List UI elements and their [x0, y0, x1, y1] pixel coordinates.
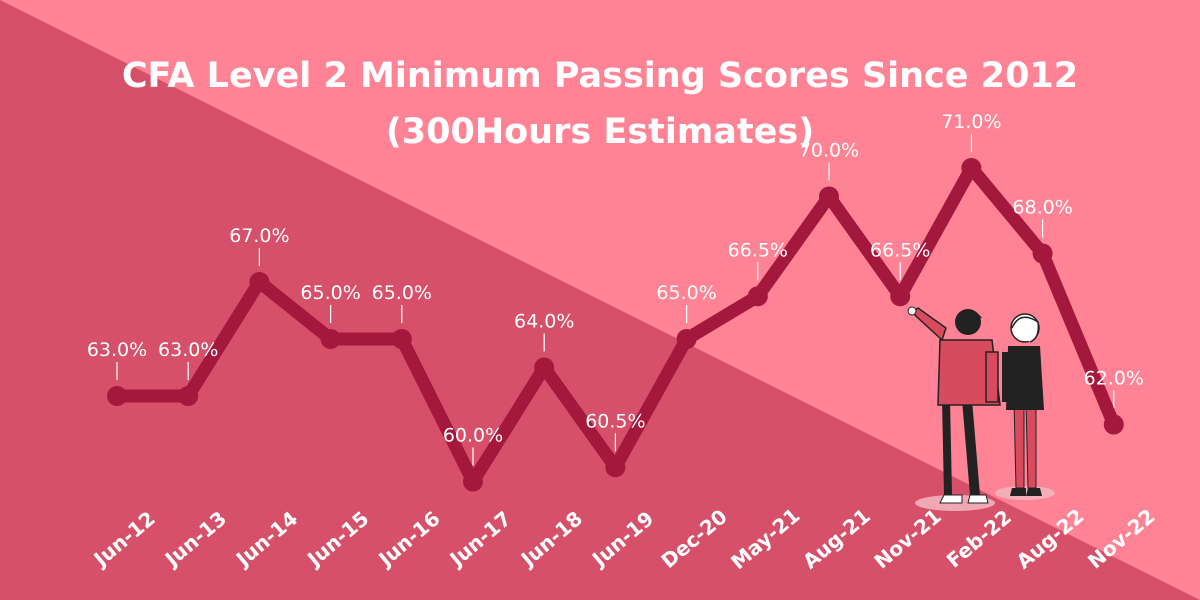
x-tick-label: Aug-21: [798, 504, 875, 574]
data-label: 63.0%: [87, 339, 147, 361]
x-tick-label: Aug-22: [1012, 504, 1089, 574]
data-label: 65.0%: [656, 282, 716, 304]
data-label: 64.0%: [514, 311, 574, 333]
data-point-dec-20: [676, 329, 697, 349]
data-point-nov-21: [890, 286, 911, 307]
x-tick-label: Jun-18: [515, 506, 587, 572]
data-point-may-21: [747, 286, 768, 307]
data-label: 62.0%: [1084, 368, 1144, 390]
data-point-feb-22: [961, 158, 982, 178]
x-tick-label: Jun-12: [88, 506, 160, 572]
two-people-pointing-illustration: [907, 306, 1055, 511]
x-tick-label: Jun-19: [586, 506, 658, 572]
x-tick-label: Jun-15: [301, 506, 373, 572]
chart-subtitle: (300Hours Estimates): [385, 112, 815, 152]
data-label: 71.0%: [941, 111, 1001, 133]
data-point-nov-22: [1103, 414, 1124, 435]
data-point-jun-17: [463, 471, 483, 492]
x-tick-label: Dec-20: [656, 504, 731, 573]
chart-title: CFA Level 2 Minimum Passing Scores Since…: [121, 56, 1079, 96]
x-tick-label: Nov-21: [869, 504, 945, 574]
data-point-jun-19: [605, 457, 626, 478]
data-point-aug-21: [819, 186, 839, 207]
data-point-jun-13: [178, 386, 199, 406]
data-point-jun-15: [320, 329, 341, 349]
x-tick-label: Jun-14: [230, 506, 302, 572]
data-label: 66.5%: [728, 239, 788, 261]
data-label: 66.5%: [870, 239, 930, 261]
x-tick-label: Jun-16: [372, 506, 444, 572]
data-label: 65.0%: [372, 282, 432, 304]
data-point-jun-16: [391, 329, 412, 349]
data-point-jun-18: [534, 357, 555, 378]
x-tick-label: Jun-13: [159, 506, 231, 572]
data-label: 70.0%: [799, 140, 859, 162]
x-tick-label: Feb-22: [942, 505, 1016, 573]
data-label: 67.0%: [229, 225, 289, 247]
data-label: 63.0%: [158, 339, 218, 361]
data-label: 60.0%: [443, 425, 503, 447]
data-point-jun-14: [249, 272, 270, 292]
data-point-jun-12: [107, 386, 127, 406]
x-tick-label: Nov-22: [1083, 504, 1159, 574]
data-label: 68.0%: [1012, 197, 1072, 219]
data-label: 60.5%: [585, 410, 645, 432]
data-label: 65.0%: [300, 282, 360, 304]
x-tick-label: Jun-17: [444, 506, 516, 572]
x-tick-label: May-21: [726, 503, 804, 574]
data-point-aug-22: [1032, 243, 1053, 264]
